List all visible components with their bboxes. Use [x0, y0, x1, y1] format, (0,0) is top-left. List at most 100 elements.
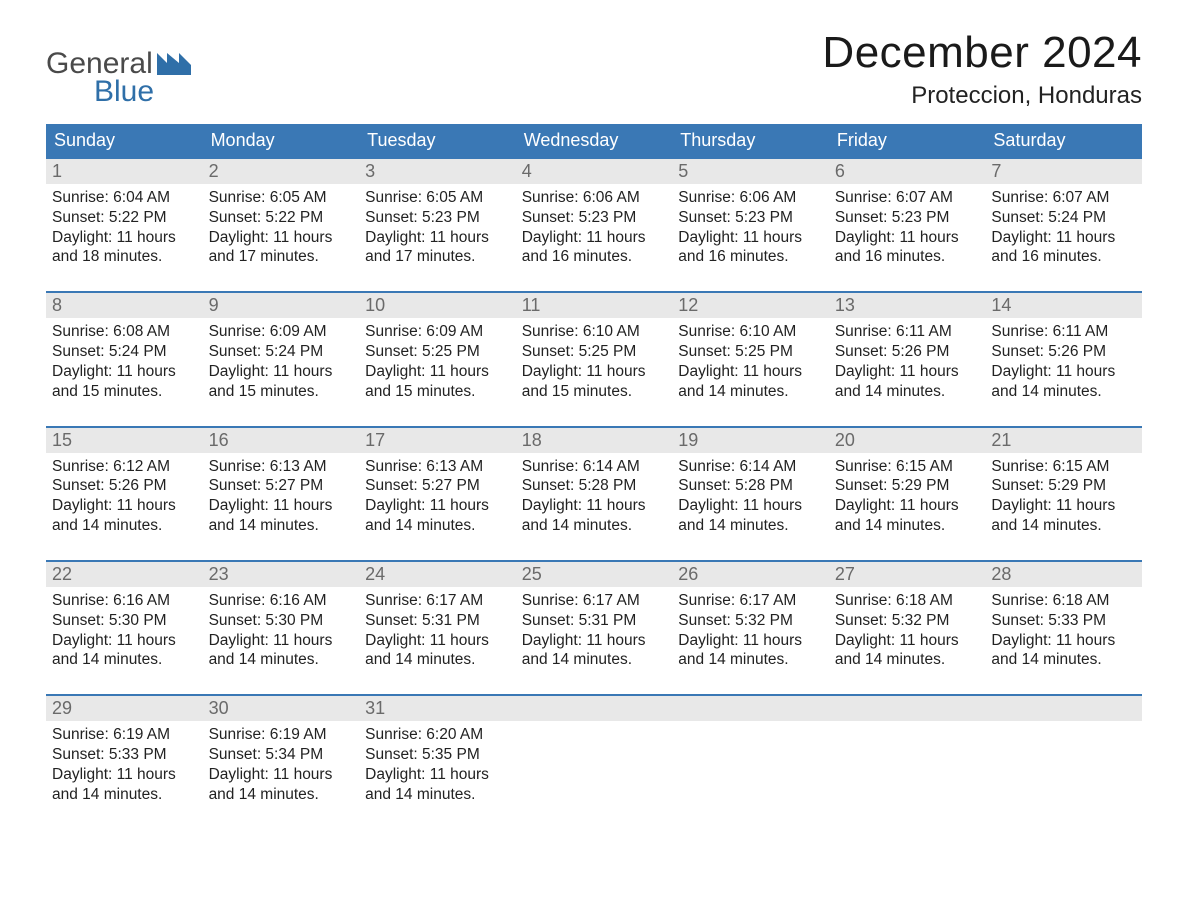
sunrise-line: Sunrise: 6:16 AM: [209, 591, 352, 611]
week-row: 22232425262728Sunrise: 6:16 AMSunset: 5:…: [46, 560, 1142, 670]
day-number: 11: [516, 293, 673, 318]
daylight-line: Daylight: 11 hours and 14 minutes.: [991, 362, 1134, 402]
day-cell: Sunrise: 6:10 AMSunset: 5:25 PMDaylight:…: [672, 318, 829, 401]
daylight-line: Daylight: 11 hours and 14 minutes.: [209, 631, 352, 671]
daylight-line: Daylight: 11 hours and 16 minutes.: [991, 228, 1134, 268]
day-cell: [985, 721, 1142, 804]
daylight-line: Daylight: 11 hours and 15 minutes.: [522, 362, 665, 402]
day-number: 30: [203, 696, 360, 721]
day-number-row: 22232425262728: [46, 562, 1142, 587]
day-cell: Sunrise: 6:18 AMSunset: 5:32 PMDaylight:…: [829, 587, 986, 670]
sunrise-line: Sunrise: 6:17 AM: [365, 591, 508, 611]
daylight-line: Daylight: 11 hours and 14 minutes.: [365, 496, 508, 536]
sunrise-line: Sunrise: 6:16 AM: [52, 591, 195, 611]
sunset-line: Sunset: 5:23 PM: [365, 208, 508, 228]
day-number: 25: [516, 562, 673, 587]
daylight-line: Daylight: 11 hours and 15 minutes.: [365, 362, 508, 402]
day-number: 3: [359, 159, 516, 184]
day-number: [829, 696, 986, 721]
sunset-line: Sunset: 5:23 PM: [678, 208, 821, 228]
sunrise-line: Sunrise: 6:15 AM: [835, 457, 978, 477]
day-cell: Sunrise: 6:17 AMSunset: 5:32 PMDaylight:…: [672, 587, 829, 670]
daylight-line: Daylight: 11 hours and 14 minutes.: [991, 631, 1134, 671]
sunrise-line: Sunrise: 6:05 AM: [365, 188, 508, 208]
week-row: 293031 Sunrise: 6:19 AMSunset: 5:33 PMDa…: [46, 694, 1142, 804]
daylight-line: Daylight: 11 hours and 16 minutes.: [835, 228, 978, 268]
day-cell: Sunrise: 6:17 AMSunset: 5:31 PMDaylight:…: [516, 587, 673, 670]
day-number: 18: [516, 428, 673, 453]
day-cell: Sunrise: 6:19 AMSunset: 5:33 PMDaylight:…: [46, 721, 203, 804]
dow-cell: Sunday: [46, 124, 203, 157]
sunrise-line: Sunrise: 6:05 AM: [209, 188, 352, 208]
day-cell: Sunrise: 6:11 AMSunset: 5:26 PMDaylight:…: [829, 318, 986, 401]
day-number: 2: [203, 159, 360, 184]
day-number: 21: [985, 428, 1142, 453]
day-cell: Sunrise: 6:11 AMSunset: 5:26 PMDaylight:…: [985, 318, 1142, 401]
day-cell: Sunrise: 6:15 AMSunset: 5:29 PMDaylight:…: [829, 453, 986, 536]
day-cell: Sunrise: 6:16 AMSunset: 5:30 PMDaylight:…: [203, 587, 360, 670]
day-cell: Sunrise: 6:06 AMSunset: 5:23 PMDaylight:…: [516, 184, 673, 267]
day-number: [985, 696, 1142, 721]
title-block: December 2024 Proteccion, Honduras: [822, 28, 1142, 110]
sunrise-line: Sunrise: 6:04 AM: [52, 188, 195, 208]
day-number: 9: [203, 293, 360, 318]
dow-cell: Monday: [203, 124, 360, 157]
sunrise-line: Sunrise: 6:18 AM: [835, 591, 978, 611]
sunset-line: Sunset: 5:22 PM: [209, 208, 352, 228]
sunrise-line: Sunrise: 6:06 AM: [522, 188, 665, 208]
dow-cell: Wednesday: [516, 124, 673, 157]
week-row: 1234567Sunrise: 6:04 AMSunset: 5:22 PMDa…: [46, 157, 1142, 267]
daylight-line: Daylight: 11 hours and 14 minutes.: [678, 496, 821, 536]
day-cell: Sunrise: 6:05 AMSunset: 5:23 PMDaylight:…: [359, 184, 516, 267]
day-number: 10: [359, 293, 516, 318]
sunset-line: Sunset: 5:25 PM: [522, 342, 665, 362]
day-number: 19: [672, 428, 829, 453]
daylight-line: Daylight: 11 hours and 14 minutes.: [678, 631, 821, 671]
day-cell: Sunrise: 6:07 AMSunset: 5:23 PMDaylight:…: [829, 184, 986, 267]
sunrise-line: Sunrise: 6:14 AM: [522, 457, 665, 477]
daylight-line: Daylight: 11 hours and 16 minutes.: [522, 228, 665, 268]
day-number: 29: [46, 696, 203, 721]
day-number: 26: [672, 562, 829, 587]
daylight-line: Daylight: 11 hours and 17 minutes.: [209, 228, 352, 268]
sunrise-line: Sunrise: 6:14 AM: [678, 457, 821, 477]
day-cell: Sunrise: 6:09 AMSunset: 5:24 PMDaylight:…: [203, 318, 360, 401]
sunset-line: Sunset: 5:28 PM: [522, 476, 665, 496]
day-cell: Sunrise: 6:13 AMSunset: 5:27 PMDaylight:…: [203, 453, 360, 536]
daylight-line: Daylight: 11 hours and 14 minutes.: [52, 496, 195, 536]
sunset-line: Sunset: 5:29 PM: [991, 476, 1134, 496]
daylight-line: Daylight: 11 hours and 14 minutes.: [835, 631, 978, 671]
sunset-line: Sunset: 5:25 PM: [365, 342, 508, 362]
day-number: [672, 696, 829, 721]
week-row: 15161718192021Sunrise: 6:12 AMSunset: 5:…: [46, 426, 1142, 536]
sunset-line: Sunset: 5:29 PM: [835, 476, 978, 496]
sunset-line: Sunset: 5:30 PM: [52, 611, 195, 631]
day-cell: [672, 721, 829, 804]
daylight-line: Daylight: 11 hours and 14 minutes.: [835, 496, 978, 536]
sunrise-line: Sunrise: 6:09 AM: [365, 322, 508, 342]
sunrise-line: Sunrise: 6:10 AM: [522, 322, 665, 342]
day-number: 24: [359, 562, 516, 587]
sunset-line: Sunset: 5:23 PM: [522, 208, 665, 228]
weeks-container: 1234567Sunrise: 6:04 AMSunset: 5:22 PMDa…: [46, 157, 1142, 805]
sunset-line: Sunset: 5:24 PM: [991, 208, 1134, 228]
day-cell: Sunrise: 6:05 AMSunset: 5:22 PMDaylight:…: [203, 184, 360, 267]
sunset-line: Sunset: 5:32 PM: [835, 611, 978, 631]
brand-logo: General Blue: [46, 28, 191, 107]
sunrise-line: Sunrise: 6:07 AM: [835, 188, 978, 208]
day-cell: Sunrise: 6:19 AMSunset: 5:34 PMDaylight:…: [203, 721, 360, 804]
day-number: 5: [672, 159, 829, 184]
day-number: 7: [985, 159, 1142, 184]
sunset-line: Sunset: 5:24 PM: [209, 342, 352, 362]
daylight-line: Daylight: 11 hours and 17 minutes.: [365, 228, 508, 268]
day-cell: Sunrise: 6:14 AMSunset: 5:28 PMDaylight:…: [516, 453, 673, 536]
day-number: 31: [359, 696, 516, 721]
day-cell: Sunrise: 6:04 AMSunset: 5:22 PMDaylight:…: [46, 184, 203, 267]
day-number: 27: [829, 562, 986, 587]
sunset-line: Sunset: 5:28 PM: [678, 476, 821, 496]
sunrise-line: Sunrise: 6:13 AM: [365, 457, 508, 477]
day-cell: Sunrise: 6:18 AMSunset: 5:33 PMDaylight:…: [985, 587, 1142, 670]
dow-cell: Friday: [829, 124, 986, 157]
daylight-line: Daylight: 11 hours and 14 minutes.: [835, 362, 978, 402]
day-number: 16: [203, 428, 360, 453]
